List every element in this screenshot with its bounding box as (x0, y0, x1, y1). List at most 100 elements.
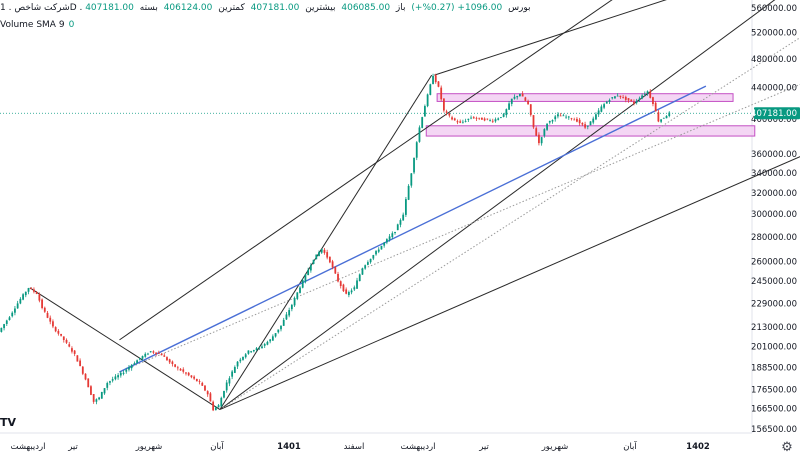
candle-body (236, 361, 239, 367)
candle-body (638, 98, 641, 100)
candle-body (117, 375, 120, 378)
candle-body (220, 397, 223, 407)
candle-body (258, 347, 261, 349)
candle-body (166, 357, 168, 361)
tradingview-logo-icon[interactable]: TV (0, 416, 17, 429)
candle-body (467, 118, 470, 120)
candle-body (49, 317, 52, 322)
candle-body (157, 353, 160, 354)
candle-body (489, 120, 491, 121)
candle-body (581, 122, 584, 125)
candle-body (299, 287, 301, 293)
candle-body (312, 259, 315, 264)
y-tick-label: 213000.00 (751, 323, 797, 333)
y-tick-label: 340000.00 (751, 169, 797, 179)
candle-body (519, 93, 521, 97)
candle-body (445, 111, 448, 113)
candle-body (252, 350, 255, 352)
candle-body (125, 369, 128, 372)
candle-body (573, 119, 576, 121)
candle-body (68, 344, 71, 347)
candle-body (662, 117, 665, 119)
candle-body (543, 129, 546, 136)
candle-body (16, 303, 19, 309)
candle-body (293, 298, 296, 306)
candle-body (71, 348, 73, 352)
candle-body (372, 255, 375, 259)
candle-body (5, 320, 8, 324)
channel-middle-line (219, 0, 776, 410)
candle-body (527, 100, 529, 105)
candle-body (212, 401, 215, 411)
candle-body (361, 268, 364, 275)
x-tick-label: 1402 (686, 442, 710, 452)
candle-body (614, 96, 616, 99)
candle-body (174, 364, 177, 367)
candle-body (418, 127, 421, 142)
channel-lower-line (219, 156, 800, 410)
candle-body (567, 116, 570, 118)
candle-body (353, 287, 356, 290)
candle-body (630, 99, 633, 102)
candle-body (388, 236, 391, 240)
candle-body (206, 391, 209, 395)
candle-body (318, 252, 320, 257)
candle-body (491, 120, 494, 122)
candle-body (478, 117, 481, 119)
candle-body (426, 94, 429, 107)
open-label: باز (395, 3, 406, 13)
candle-body (163, 355, 166, 357)
candle-body (559, 115, 562, 117)
candle-body (383, 242, 386, 246)
candle-body (483, 118, 486, 121)
x-tick-label: اردیبهشت (10, 442, 45, 452)
candle-body (421, 117, 424, 128)
candle-body (304, 274, 307, 282)
candle-body (41, 299, 43, 309)
candle-body (459, 121, 462, 123)
candle-body (255, 348, 258, 351)
candle-body (456, 121, 459, 123)
candle-body (470, 117, 472, 119)
candle-body (451, 117, 453, 120)
candle-body (616, 95, 619, 97)
candle-body (635, 100, 638, 103)
x-tick-label: اسفند (344, 442, 365, 452)
candle-body (641, 95, 643, 99)
candle-body (622, 96, 624, 98)
high-value: 407181.00 (250, 3, 300, 13)
candle-body (92, 394, 95, 402)
y-tick-label: 188500.00 (751, 364, 797, 374)
candle-body (358, 274, 361, 282)
candle-body (535, 128, 538, 136)
candle-body (404, 199, 407, 215)
gear-icon[interactable]: ⚙ (781, 440, 793, 455)
candle-body (380, 245, 383, 250)
change-value: 1096.00+ (0.27%+) (411, 3, 503, 13)
candle-body (513, 96, 516, 99)
last-price-label: 407181.00 (751, 109, 797, 119)
candle-body (280, 325, 282, 330)
candle-body (263, 344, 266, 346)
candle-body (242, 356, 244, 360)
candle-body (524, 97, 527, 101)
x-tick-label: 1401 (277, 442, 301, 452)
y-tick-label: 156500.00 (751, 425, 797, 435)
candle-body (611, 97, 614, 99)
candle-body (510, 98, 513, 104)
candle-body (646, 91, 649, 94)
candle-body (261, 346, 263, 349)
y-tick-label: 400000.00 (751, 115, 797, 125)
candle-body (320, 248, 323, 253)
candle-body (502, 114, 505, 117)
candle-body (328, 256, 331, 263)
candle-body (79, 360, 81, 367)
symbol-title: شرکت شاخص . 1D . بورس (0, 3, 531, 13)
candle-body (244, 354, 247, 358)
candle-body (665, 115, 668, 119)
candle-body (429, 84, 432, 95)
candle-body (377, 249, 380, 252)
